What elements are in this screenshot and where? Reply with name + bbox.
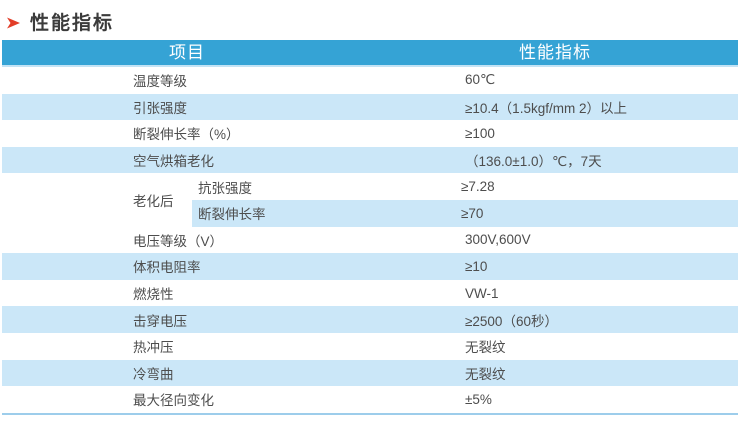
section-title-bar: 性能指标 bbox=[0, 0, 750, 39]
row-value: VW-1 bbox=[465, 285, 499, 301]
table-row: 温度等级 60℃ bbox=[2, 67, 738, 94]
row-value: 300V,600V bbox=[465, 232, 531, 248]
row-label: 电压等级（V） bbox=[133, 233, 224, 249]
table-row: 空气烘箱老化 （136.0±1.0）℃，7天 bbox=[2, 146, 738, 174]
row-label: 抗张强度 bbox=[198, 180, 252, 196]
row-label: 热冲压 bbox=[133, 340, 174, 356]
row-label: 燃烧性 bbox=[133, 287, 174, 303]
table-sub-row: 抗张强度 ≥7.28 bbox=[190, 173, 738, 200]
row-value: ≥2500（60秒） bbox=[465, 313, 558, 329]
table-row: 冷弯曲 无裂纹 bbox=[2, 359, 738, 387]
row-value: 无裂纹 bbox=[465, 366, 506, 382]
row-label: 击穿电压 bbox=[133, 313, 187, 329]
table-row: 最大径向变化 ±5% bbox=[2, 386, 738, 413]
table-sub-row: 断裂伸长率 ≥70 bbox=[190, 199, 738, 227]
row-value: 无裂纹 bbox=[465, 340, 506, 356]
table-row: 热冲压 无裂纹 bbox=[2, 333, 738, 360]
spec-table: 项目 性能指标 温度等级 60℃ 引张强度 ≥10.4（1.5kgf/mm 2）… bbox=[2, 40, 738, 415]
row-value: ≥10.4（1.5kgf/mm 2）以上 bbox=[465, 100, 627, 116]
table-row: 断裂伸长率（%） ≥100 bbox=[2, 120, 738, 147]
row-value: ≥10 bbox=[465, 258, 488, 274]
group-label: 老化后 bbox=[2, 173, 190, 227]
table-row: 电压等级（V） 300V,600V bbox=[2, 227, 738, 254]
row-label: 引张强度 bbox=[133, 100, 187, 116]
row-value: 60℃ bbox=[465, 72, 496, 88]
table-bottom-border bbox=[2, 412, 738, 415]
row-label: 断裂伸长率 bbox=[198, 207, 266, 223]
page-title: 性能指标 bbox=[30, 12, 115, 34]
row-value: ±5% bbox=[465, 391, 492, 407]
table-header-row: 项目 性能指标 bbox=[2, 40, 738, 67]
row-value: ≥70 bbox=[461, 205, 484, 221]
column-header-spec: 性能指标 bbox=[519, 43, 591, 62]
group-sub-rows: 抗张强度 ≥7.28 断裂伸长率 ≥70 bbox=[190, 173, 738, 227]
row-label: 体积电阻率 bbox=[133, 260, 201, 276]
table-row: 体积电阻率 ≥10 bbox=[2, 253, 738, 280]
row-value: （136.0±1.0）℃，7天 bbox=[465, 154, 602, 170]
red-arrow-right-icon bbox=[7, 17, 20, 29]
row-value: ≥100 bbox=[465, 125, 495, 141]
row-label: 冷弯曲 bbox=[133, 366, 174, 382]
row-label: 断裂伸长率（%） bbox=[133, 127, 240, 143]
row-label: 最大径向变化 bbox=[133, 393, 214, 409]
row-label: 空气烘箱老化 bbox=[133, 154, 214, 170]
table-row: 燃烧性 VW-1 bbox=[2, 280, 738, 307]
row-label: 温度等级 bbox=[133, 74, 187, 90]
row-value: ≥7.28 bbox=[461, 179, 495, 195]
table-row: 击穿电压 ≥2500（60秒） bbox=[2, 306, 738, 333]
table-row-group-aging: 老化后 抗张强度 ≥7.28 断裂伸长率 ≥70 bbox=[2, 173, 738, 227]
column-header-item: 项目 bbox=[169, 43, 205, 62]
table-row: 引张强度 ≥10.4（1.5kgf/mm 2）以上 bbox=[2, 93, 738, 121]
